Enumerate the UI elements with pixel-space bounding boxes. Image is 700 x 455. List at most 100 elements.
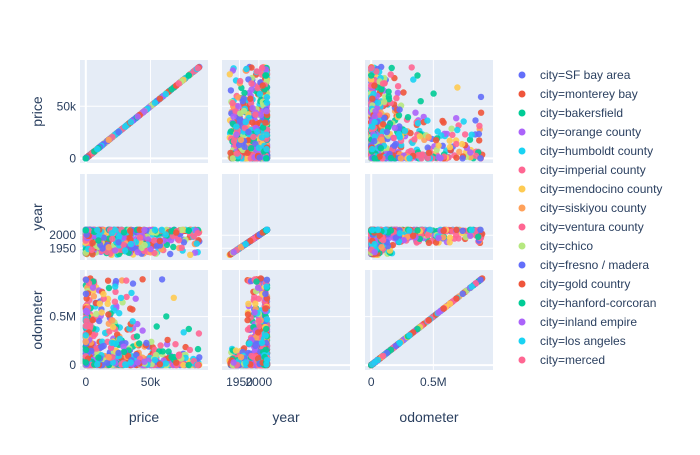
data-point — [435, 235, 441, 241]
data-point — [467, 149, 473, 155]
data-point — [83, 277, 89, 283]
data-point — [263, 108, 269, 114]
data-point — [409, 64, 415, 70]
data-point — [247, 96, 253, 102]
data-point — [128, 119, 134, 125]
data-point — [402, 128, 408, 134]
data-point — [417, 133, 423, 139]
data-point — [449, 132, 455, 138]
data-point — [371, 82, 377, 88]
data-point — [179, 245, 185, 251]
data-point — [196, 330, 202, 336]
data-point — [165, 348, 171, 354]
data-point — [230, 113, 236, 119]
data-point — [152, 227, 158, 233]
data-point — [414, 227, 420, 233]
data-point — [116, 310, 122, 316]
data-point — [227, 71, 233, 77]
data-point — [109, 317, 115, 323]
data-point — [176, 353, 182, 359]
panel-odometer-vs-year — [222, 270, 350, 370]
data-point — [372, 108, 378, 114]
data-point — [233, 131, 239, 137]
data-point — [380, 80, 386, 86]
data-point — [139, 276, 145, 282]
data-point — [406, 155, 412, 161]
data-point — [118, 295, 124, 301]
data-point — [163, 360, 169, 366]
data-point — [141, 242, 147, 248]
data-point — [95, 237, 101, 243]
data-point — [368, 72, 374, 78]
panel-price-vs-price — [80, 60, 208, 163]
data-point — [459, 228, 465, 234]
data-point — [415, 120, 421, 126]
data-point — [195, 65, 201, 71]
panel-odometer-vs-price — [80, 270, 208, 370]
data-point — [195, 230, 201, 236]
data-point — [371, 241, 377, 247]
data-point — [245, 129, 251, 135]
data-point — [173, 229, 179, 235]
data-point — [424, 117, 430, 123]
data-point — [263, 155, 269, 161]
data-point — [477, 227, 483, 233]
data-point — [245, 301, 251, 307]
data-point — [172, 341, 178, 347]
data-point — [168, 354, 174, 360]
data-point — [397, 230, 403, 236]
data-point — [152, 357, 158, 363]
data-point — [186, 228, 192, 234]
data-point — [176, 80, 182, 86]
data-point — [469, 227, 475, 233]
data-point — [141, 359, 147, 365]
data-point — [378, 145, 384, 151]
data-point — [263, 146, 269, 152]
data-point — [105, 278, 111, 284]
data-point — [369, 96, 375, 102]
data-point — [433, 137, 439, 143]
data-point — [139, 327, 145, 333]
data-point — [264, 227, 270, 233]
data-point — [91, 293, 97, 299]
data-point — [122, 123, 128, 129]
data-point — [264, 94, 270, 100]
data-point — [412, 110, 418, 116]
data-point — [130, 280, 136, 286]
data-point — [130, 318, 136, 324]
data-point — [89, 247, 95, 253]
data-point — [372, 249, 378, 255]
data-point — [115, 239, 121, 245]
data-point — [128, 241, 134, 247]
panel-year-vs-odometer — [365, 174, 493, 260]
data-point — [476, 137, 482, 143]
data-point — [143, 340, 149, 346]
data-point — [123, 277, 129, 283]
data-point — [250, 134, 256, 140]
data-point — [453, 227, 459, 233]
data-point — [233, 123, 239, 129]
data-point — [475, 234, 481, 240]
data-point — [112, 247, 118, 253]
data-point — [95, 354, 101, 360]
data-point — [106, 244, 112, 250]
data-point — [256, 154, 262, 160]
data-point — [141, 227, 147, 233]
data-point — [406, 227, 412, 233]
data-point — [83, 227, 89, 233]
data-point — [264, 100, 270, 106]
data-point — [136, 340, 142, 346]
data-point — [135, 113, 141, 119]
data-point — [123, 294, 129, 300]
data-point — [121, 229, 127, 235]
data-point — [112, 299, 118, 305]
data-point — [194, 240, 200, 246]
data-point — [389, 65, 395, 71]
data-point — [127, 305, 133, 311]
data-point — [254, 128, 260, 134]
data-point — [397, 134, 403, 140]
data-point — [453, 115, 459, 121]
data-point — [371, 119, 377, 125]
data-point — [96, 318, 102, 324]
